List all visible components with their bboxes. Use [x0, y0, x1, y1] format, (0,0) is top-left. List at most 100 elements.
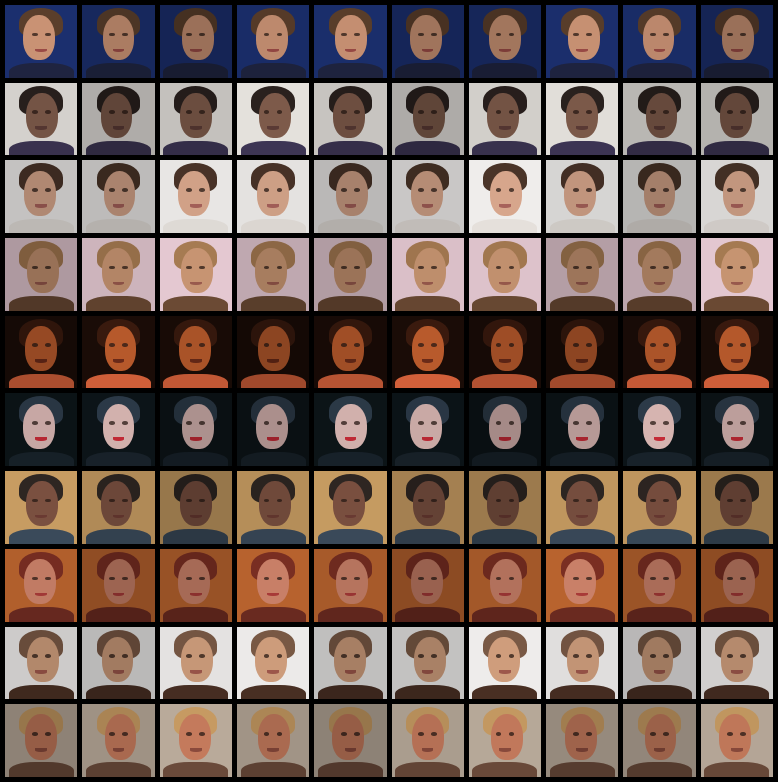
right-eye [199, 654, 206, 658]
left-eye [727, 498, 734, 503]
right-eye [585, 32, 592, 37]
mouth [267, 747, 279, 752]
mouth [112, 359, 125, 364]
right-eye [740, 731, 747, 736]
mouth [189, 48, 202, 53]
shoulders [704, 218, 770, 234]
face-thumbnail [468, 315, 542, 389]
face [413, 636, 446, 682]
right-eye [431, 576, 438, 581]
face-thumbnail [700, 626, 773, 700]
left-eye [650, 421, 656, 425]
mouth [421, 514, 434, 519]
face-thumbnail [391, 315, 464, 389]
face-thumbnail [623, 315, 696, 389]
right-eye [44, 32, 51, 37]
right-eye [431, 110, 438, 114]
left-eye [727, 576, 734, 581]
mouth [35, 437, 47, 441]
left-eye [495, 421, 502, 425]
shoulders [163, 451, 229, 467]
face [720, 248, 753, 294]
face-thumbnail [623, 160, 696, 234]
left-eye [572, 498, 579, 503]
right-eye [431, 343, 438, 348]
shoulders [8, 140, 74, 156]
face [491, 714, 523, 760]
shoulders [627, 296, 693, 311]
left-eye [31, 265, 38, 270]
face-thumbnail [546, 82, 619, 156]
face-thumbnail [700, 160, 773, 234]
right-eye [431, 654, 438, 658]
face [720, 636, 753, 682]
face [409, 15, 442, 61]
face-thumbnail [623, 82, 696, 156]
left-eye [340, 110, 347, 114]
right-eye [353, 654, 360, 658]
left-eye [572, 188, 579, 192]
face [567, 248, 600, 294]
right-eye [585, 343, 592, 348]
left-eye [340, 421, 347, 425]
shoulders [627, 373, 693, 389]
shoulders [8, 218, 74, 234]
mouth [421, 48, 434, 53]
face-thumbnail [391, 160, 464, 234]
shoulders [163, 373, 229, 389]
mouth [112, 437, 125, 441]
face-thumbnail [468, 471, 542, 544]
face-thumbnail [236, 471, 310, 544]
face-thumbnail [546, 548, 619, 622]
shoulders [627, 607, 693, 622]
face [27, 248, 60, 294]
face-thumbnail [5, 315, 78, 389]
mouth [112, 48, 125, 53]
shoulders [395, 607, 461, 622]
right-eye [353, 498, 360, 503]
right-eye [585, 421, 592, 425]
face-thumbnail [391, 626, 464, 700]
left-eye [418, 576, 425, 581]
shoulders [549, 607, 615, 622]
mouth [112, 514, 125, 519]
right-eye [585, 188, 592, 192]
mouth [344, 48, 357, 53]
face-thumbnail [159, 626, 232, 700]
left-eye [109, 343, 115, 348]
left-eye [650, 498, 656, 503]
face [411, 325, 444, 372]
mouth [189, 204, 202, 208]
right-eye [508, 576, 515, 581]
mouth [499, 48, 511, 53]
shoulders [317, 529, 383, 544]
face-thumbnail [623, 626, 696, 700]
face-thumbnail [159, 160, 232, 234]
face [104, 714, 137, 760]
face-thumbnail [468, 5, 542, 78]
right-eye [740, 576, 747, 581]
shoulders [240, 296, 306, 311]
right-eye [276, 576, 283, 581]
face [644, 325, 677, 372]
shoulders [240, 373, 306, 389]
face-thumbnail [5, 548, 78, 622]
face-thumbnail [236, 160, 310, 234]
right-eye [740, 498, 747, 503]
face-thumbnail [5, 238, 78, 311]
face-thumbnail [391, 704, 464, 777]
right-eye [353, 731, 360, 736]
shoulders [317, 140, 383, 156]
face-thumbnail [623, 704, 696, 777]
shoulders [549, 451, 615, 467]
shoulders [85, 140, 151, 156]
right-eye [199, 188, 206, 192]
mouth [189, 592, 202, 597]
face [257, 559, 289, 605]
right-eye [740, 343, 747, 348]
mouth [35, 592, 47, 597]
mouth [189, 281, 202, 286]
shoulders [472, 373, 538, 389]
shoulders [317, 607, 383, 622]
mouth [267, 204, 279, 208]
